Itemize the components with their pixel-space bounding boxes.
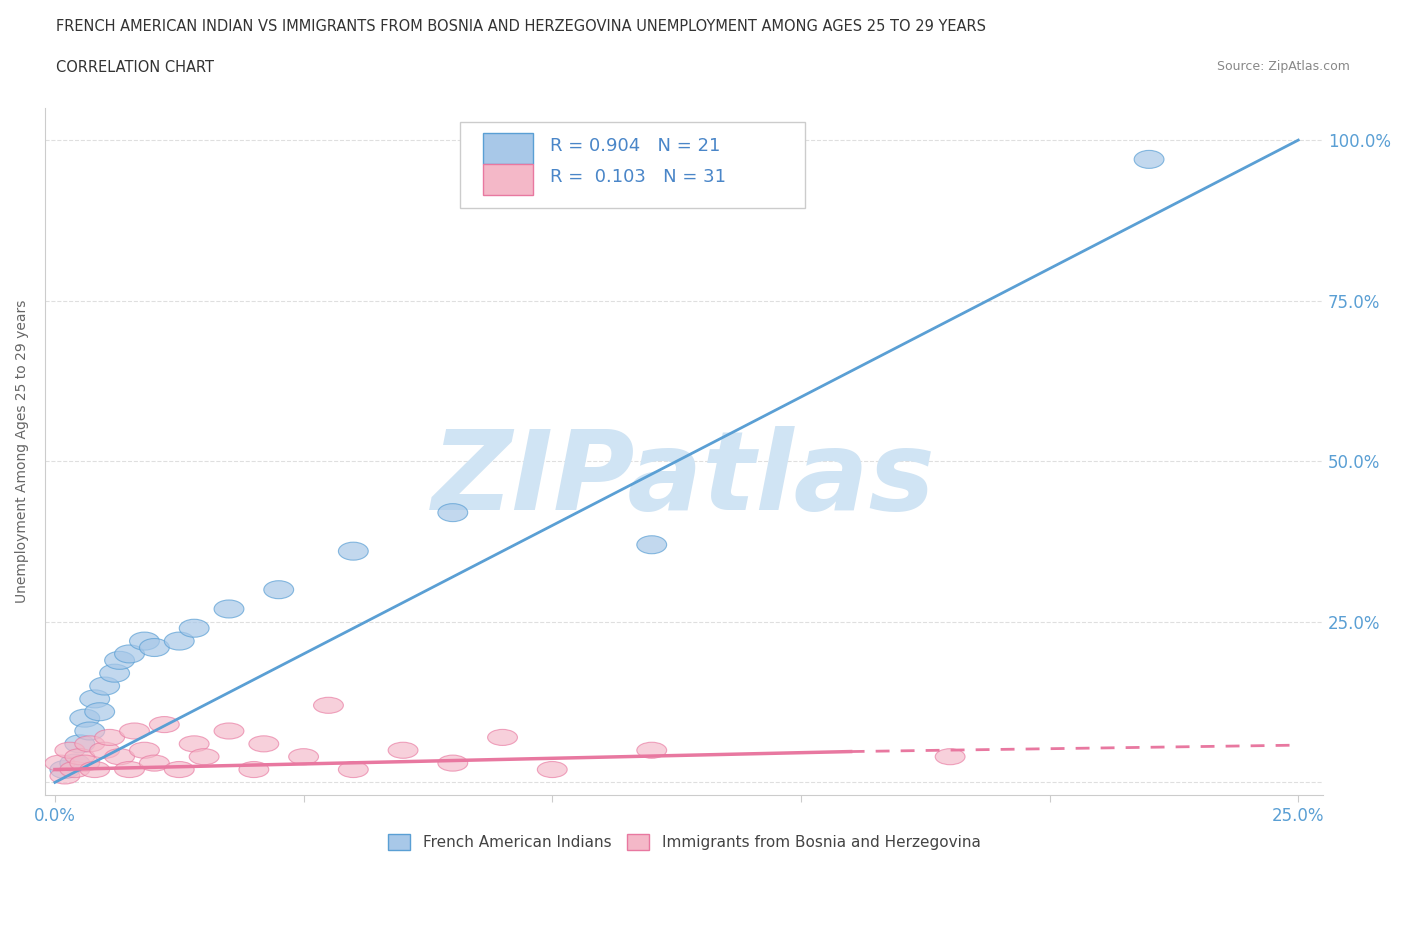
Ellipse shape [388, 742, 418, 758]
Ellipse shape [179, 619, 209, 637]
Ellipse shape [104, 749, 135, 764]
Ellipse shape [70, 710, 100, 727]
Text: R = 0.904   N = 21: R = 0.904 N = 21 [550, 137, 720, 154]
Ellipse shape [115, 762, 145, 777]
Ellipse shape [139, 639, 169, 657]
Ellipse shape [129, 742, 159, 758]
Ellipse shape [437, 755, 468, 771]
Ellipse shape [115, 644, 145, 663]
Ellipse shape [165, 632, 194, 650]
Ellipse shape [249, 736, 278, 751]
Ellipse shape [314, 698, 343, 713]
Ellipse shape [60, 754, 90, 772]
Ellipse shape [139, 755, 169, 771]
Text: CORRELATION CHART: CORRELATION CHART [56, 60, 214, 75]
Ellipse shape [90, 677, 120, 695]
Text: FRENCH AMERICAN INDIAN VS IMMIGRANTS FROM BOSNIA AND HERZEGOVINA UNEMPLOYMENT AM: FRENCH AMERICAN INDIAN VS IMMIGRANTS FRO… [56, 19, 986, 33]
Ellipse shape [104, 651, 135, 670]
Ellipse shape [75, 722, 104, 740]
Legend: French American Indians, Immigrants from Bosnia and Herzegovina: French American Indians, Immigrants from… [381, 828, 987, 857]
Ellipse shape [149, 716, 179, 733]
Ellipse shape [94, 729, 125, 746]
Ellipse shape [80, 690, 110, 708]
Ellipse shape [75, 736, 104, 751]
Ellipse shape [190, 749, 219, 764]
Ellipse shape [51, 761, 80, 778]
Ellipse shape [1135, 151, 1164, 168]
Y-axis label: Unemployment Among Ages 25 to 29 years: Unemployment Among Ages 25 to 29 years [15, 300, 30, 604]
Ellipse shape [51, 768, 80, 784]
Text: R =  0.103   N = 31: R = 0.103 N = 31 [550, 167, 725, 186]
Ellipse shape [537, 762, 567, 777]
Ellipse shape [179, 736, 209, 751]
Ellipse shape [120, 723, 149, 739]
Ellipse shape [129, 632, 159, 650]
Ellipse shape [165, 762, 194, 777]
Ellipse shape [264, 580, 294, 599]
Ellipse shape [65, 735, 94, 753]
Ellipse shape [637, 742, 666, 758]
FancyBboxPatch shape [460, 122, 806, 207]
Ellipse shape [65, 749, 94, 764]
FancyBboxPatch shape [484, 164, 533, 195]
Ellipse shape [90, 742, 120, 758]
Ellipse shape [214, 723, 243, 739]
Ellipse shape [45, 755, 75, 771]
Text: Source: ZipAtlas.com: Source: ZipAtlas.com [1216, 60, 1350, 73]
Ellipse shape [84, 703, 115, 721]
Ellipse shape [339, 762, 368, 777]
Text: ZIPatlas: ZIPatlas [432, 426, 936, 533]
Ellipse shape [488, 729, 517, 746]
Ellipse shape [637, 536, 666, 553]
Ellipse shape [214, 600, 243, 618]
Ellipse shape [80, 762, 110, 777]
Ellipse shape [239, 762, 269, 777]
Ellipse shape [339, 542, 368, 560]
FancyBboxPatch shape [484, 133, 533, 165]
Ellipse shape [55, 742, 84, 758]
Ellipse shape [60, 762, 90, 777]
Ellipse shape [437, 504, 468, 522]
Ellipse shape [935, 749, 965, 764]
Ellipse shape [100, 664, 129, 683]
Ellipse shape [288, 749, 319, 764]
Ellipse shape [70, 755, 100, 771]
